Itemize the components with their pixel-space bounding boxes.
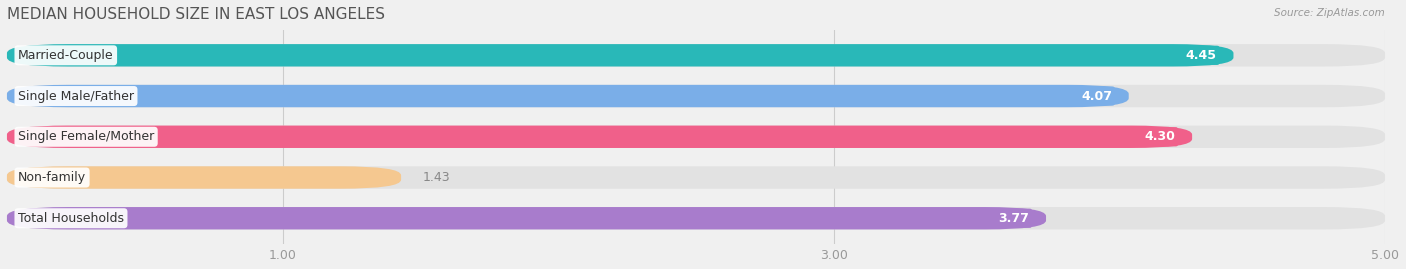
Text: 3.77: 3.77	[998, 212, 1029, 225]
Text: 4.45: 4.45	[1185, 49, 1218, 62]
Text: Single Female/Mother: Single Female/Mother	[18, 130, 155, 143]
FancyBboxPatch shape	[7, 85, 1385, 107]
Text: 4.30: 4.30	[1144, 130, 1175, 143]
FancyBboxPatch shape	[7, 207, 1385, 229]
Text: Source: ZipAtlas.com: Source: ZipAtlas.com	[1274, 8, 1385, 18]
Text: MEDIAN HOUSEHOLD SIZE IN EAST LOS ANGELES: MEDIAN HOUSEHOLD SIZE IN EAST LOS ANGELE…	[7, 7, 385, 22]
FancyBboxPatch shape	[7, 166, 401, 189]
Text: 1.43: 1.43	[423, 171, 451, 184]
Text: Married-Couple: Married-Couple	[18, 49, 114, 62]
Text: Non-family: Non-family	[18, 171, 86, 184]
FancyBboxPatch shape	[7, 126, 1385, 148]
FancyBboxPatch shape	[7, 126, 1192, 148]
Text: Single Male/Father: Single Male/Father	[18, 90, 134, 102]
FancyBboxPatch shape	[7, 44, 1233, 66]
FancyBboxPatch shape	[7, 166, 1385, 189]
FancyBboxPatch shape	[7, 207, 1046, 229]
Text: 4.07: 4.07	[1081, 90, 1112, 102]
FancyBboxPatch shape	[7, 85, 1129, 107]
FancyBboxPatch shape	[7, 44, 1385, 66]
Text: Total Households: Total Households	[18, 212, 124, 225]
